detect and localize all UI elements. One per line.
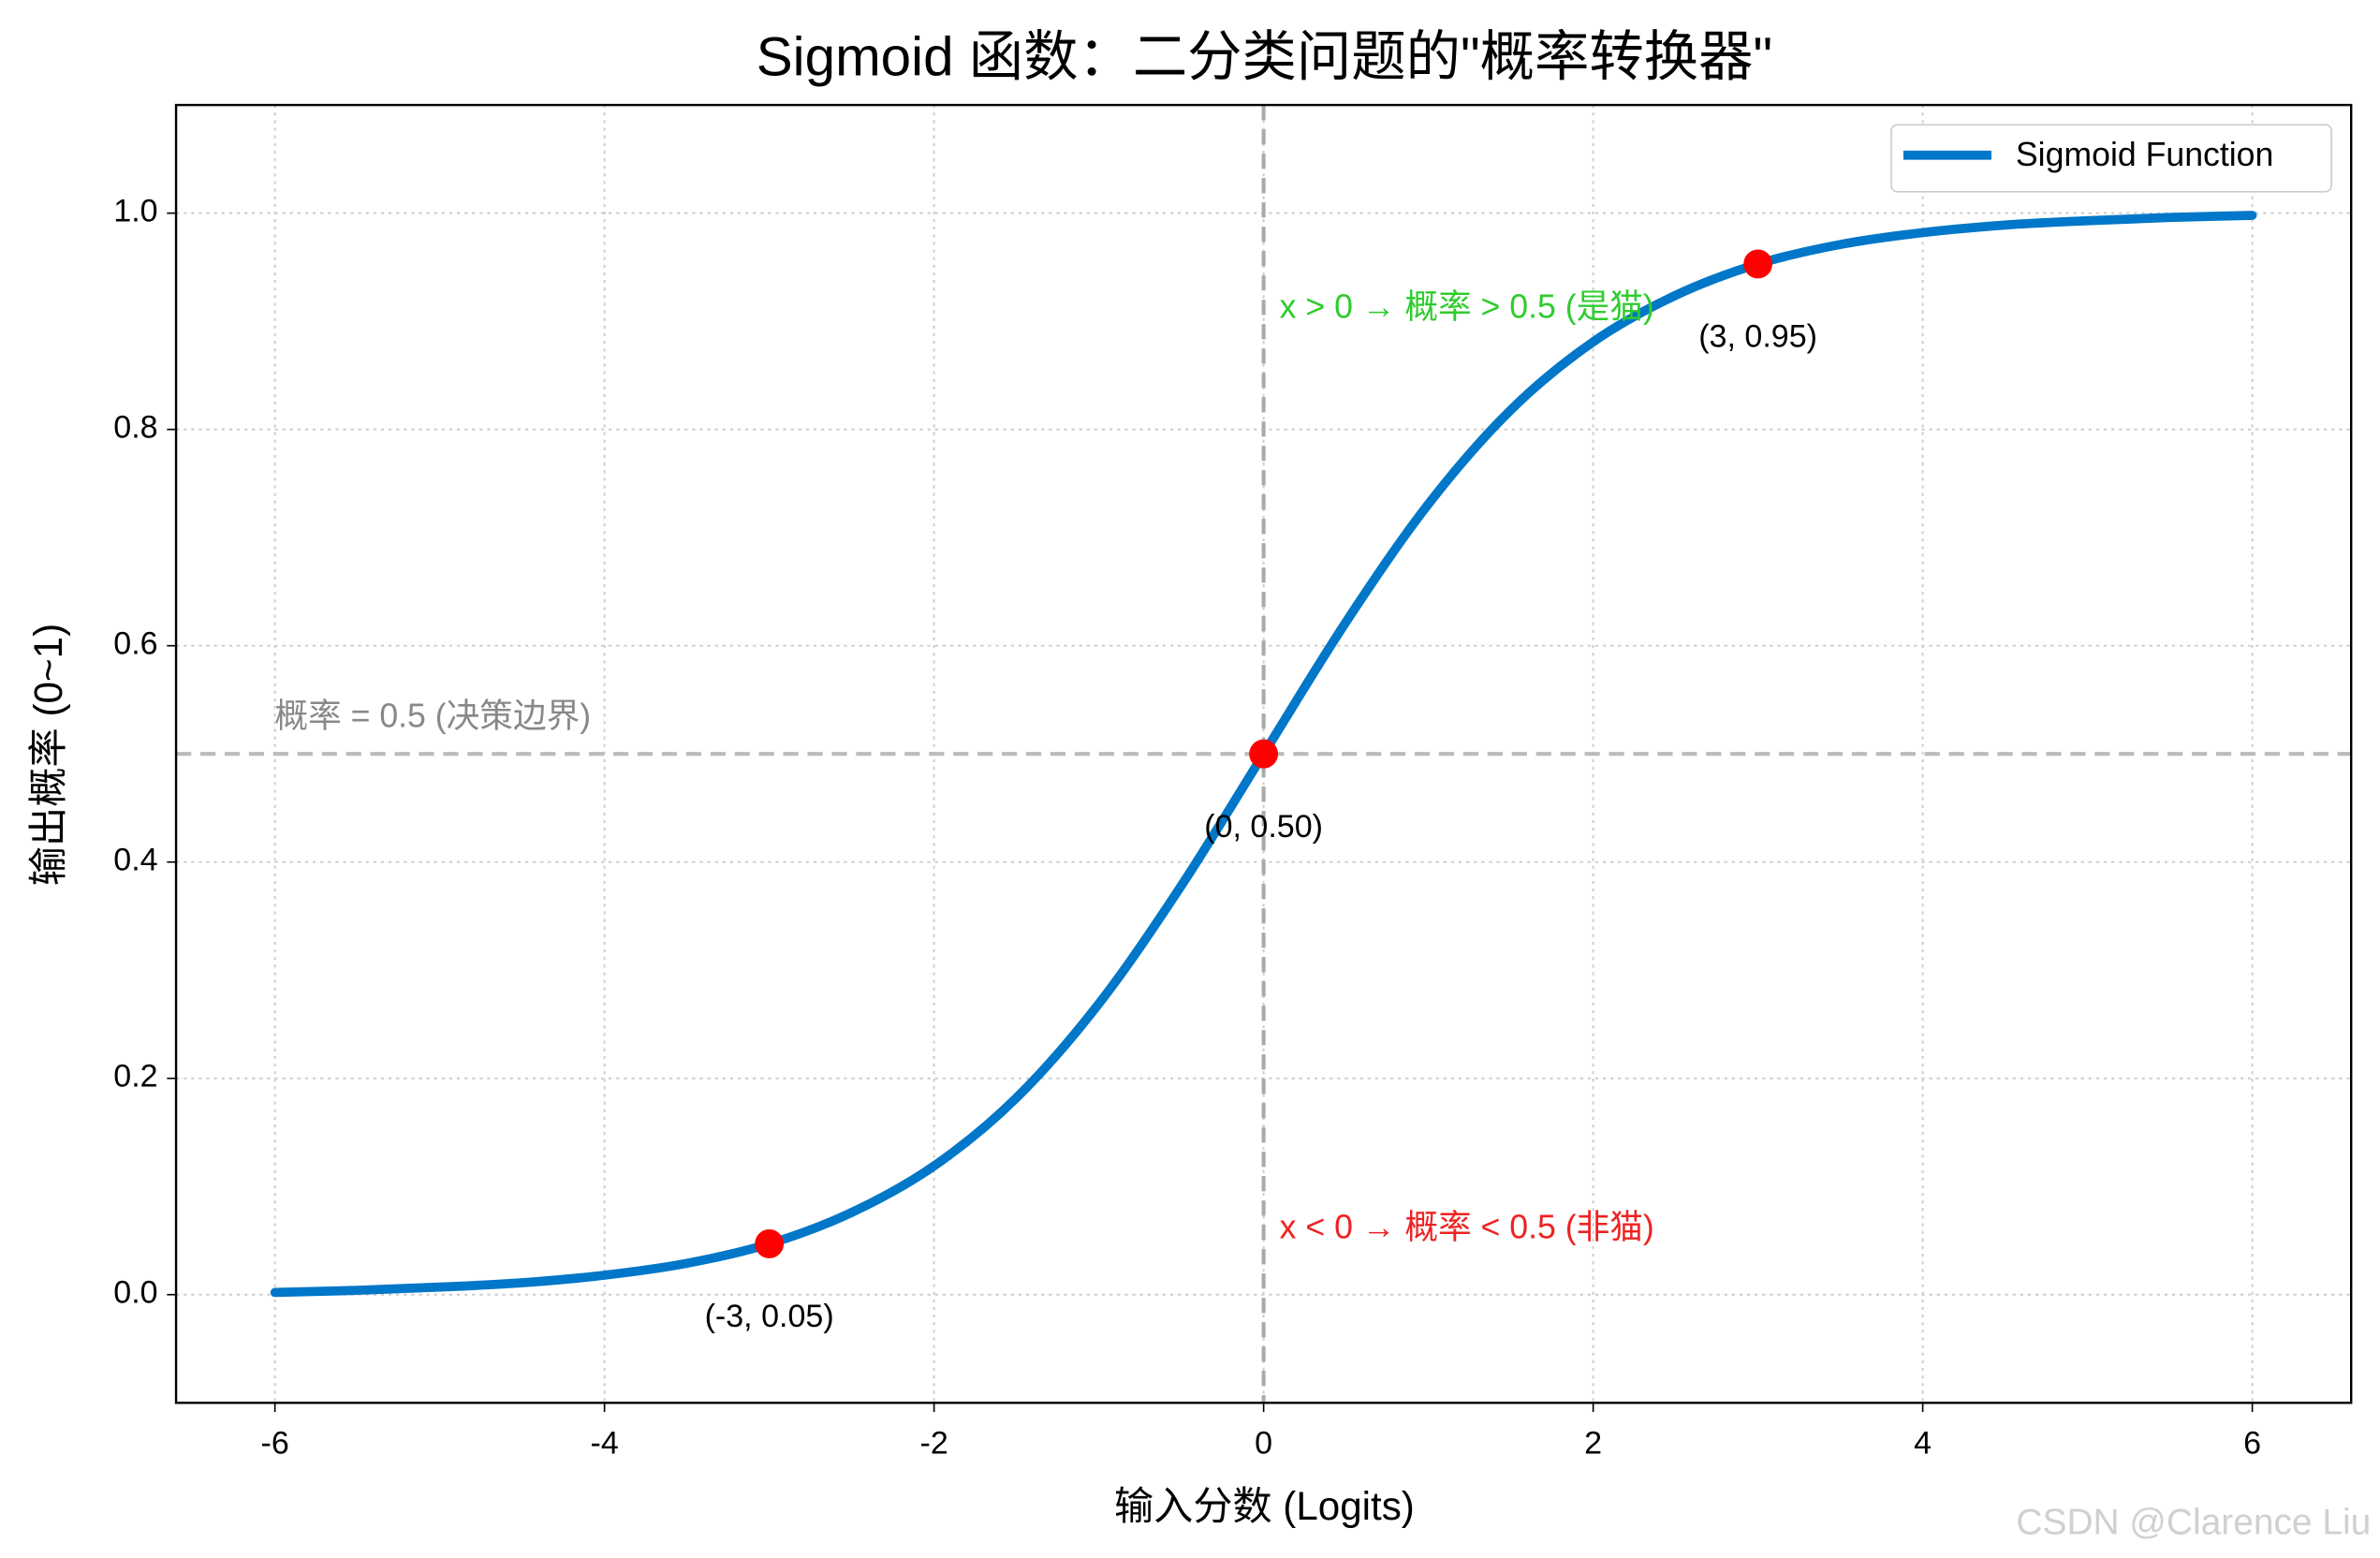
legend-label: Sigmoid Function — [2016, 136, 2273, 173]
x-tick-label: -4 — [591, 1426, 619, 1462]
legend-box — [1890, 124, 2332, 193]
annotation: x < 0 → 概率 < 0.5 (非猫) — [1280, 1208, 1654, 1245]
x-tick-label: 4 — [1914, 1426, 1932, 1462]
reference-label: 概率 = 0.5 (决策边界) — [274, 697, 591, 734]
highlight-point — [755, 1229, 785, 1258]
point-label: (-3, 0.05) — [705, 1299, 834, 1334]
highlight-point — [1249, 739, 1279, 769]
annotation: x > 0 → 概率 > 0.5 (是猫) — [1280, 287, 1654, 325]
chart-title: Sigmoid 函数：二分类问题的"概率转换器" — [757, 26, 1772, 87]
x-axis-label: 输入分数 (Logits) — [1114, 1484, 1415, 1528]
y-axis-label: 输出概率 (0~1) — [26, 624, 70, 886]
y-tick-label: 0.4 — [113, 843, 157, 878]
y-tick-label: 1.0 — [113, 194, 157, 229]
y-tick-label: 0.2 — [113, 1059, 157, 1095]
plot-frame — [174, 103, 2353, 1404]
y-tick-label: 0.0 — [113, 1275, 157, 1311]
x-tick-label: 2 — [1584, 1426, 1602, 1462]
x-tick-label: 6 — [2243, 1426, 2261, 1462]
y-tick-label: 0.8 — [113, 410, 157, 446]
x-tick-label: 0 — [1255, 1426, 1272, 1462]
watermark: CSDN @Clarence Liu — [2016, 1503, 2371, 1543]
x-tick-label: -2 — [919, 1426, 948, 1462]
point-label: (0, 0.50) — [1204, 809, 1323, 845]
point-label: (3, 0.95) — [1698, 319, 1817, 355]
x-tick-label: -6 — [261, 1426, 289, 1462]
highlight-point — [1743, 249, 1773, 279]
y-tick-label: 0.6 — [113, 626, 157, 662]
